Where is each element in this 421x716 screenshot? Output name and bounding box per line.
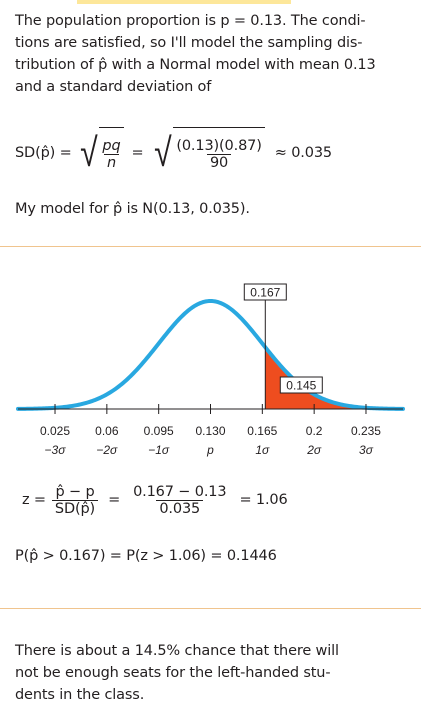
sd-formula: SD(p̂) = √ pq n = √ (0.13)(0.87) 90 ≈ 0.…	[15, 120, 332, 186]
probability-line: P(p̂ > 0.167) = P(z > 1.06) = 0.1446	[15, 548, 277, 564]
z-result: = 1.06	[239, 492, 288, 508]
sd-approx: ≈ 0.035	[274, 145, 332, 161]
intro-line-1: The population proportion is p = 0.13. T…	[15, 13, 366, 29]
observed-label-box	[243, 283, 287, 301]
z-numerator: p̂ − p	[55, 483, 95, 500]
divider-1	[0, 246, 421, 247]
z-numeric-numerator: 0.167 − 0.13	[133, 483, 227, 500]
sqrt-pq-over-n: √ pq n	[78, 127, 124, 179]
normal-curve	[16, 298, 405, 411]
conclusion-line-1: There is about a 14.5% chance that there…	[15, 643, 339, 659]
observed-label: 0.167	[250, 286, 280, 300]
z-lhs: z =	[22, 492, 46, 508]
shaded-tail-area	[265, 347, 403, 409]
radical-sign-2: √	[153, 130, 172, 176]
divider-2	[0, 608, 421, 609]
tick-sigma-label: 1σ	[255, 443, 270, 457]
z-formula: z = p̂ − p SD(p̂) = 0.167 − 0.13 0.035 =…	[22, 472, 288, 528]
tick-sigma-label: 3σ	[359, 443, 374, 457]
intro-line-3: tribution of p̂ with a Normal model with…	[15, 57, 376, 73]
numeric-denominator: 90	[206, 154, 232, 171]
intro-paragraph: The population proportion is p = 0.13. T…	[15, 10, 415, 98]
tick-value-label: 0.095	[144, 424, 174, 438]
tick-sigma-label: −2σ	[96, 443, 118, 457]
model-line: My model for p̂ is N(0.13, 0.035).	[15, 201, 250, 217]
normal-curve-chart: 0.167 0.145 0.025 −3σ 0.06 −2σ 0.095 −1σ 0.130 p 0…	[0, 264, 421, 464]
tick-value-label: 0.025	[40, 424, 70, 438]
tick-value-label: 0.165	[247, 424, 277, 438]
conclusion-line-3: dents in the class.	[15, 687, 145, 703]
tick-value-label: 0.235	[351, 424, 381, 438]
sqrt-numerator: pq	[102, 138, 121, 154]
intro-line-2: tions are satisfied, so I'll model the s…	[15, 35, 363, 51]
tick-sigma-label: 2σ	[306, 443, 322, 457]
conclusion-paragraph: There is about a 14.5% chance that there…	[15, 640, 415, 706]
normal-curve-svg: 0.167 0.145 0.025 −3σ 0.06 −2σ 0.095 −1σ 0.130 p 0…	[16, 283, 405, 457]
tick-sigma-label: −3σ	[45, 443, 67, 457]
area-label: 0.145	[286, 379, 316, 393]
numeric-numerator: (0.13)(0.87)	[176, 138, 262, 154]
top-highlight-bar	[77, 0, 291, 4]
conclusion-line-2: not be enough seats for the left-handed …	[15, 665, 331, 681]
area-label-box	[279, 376, 323, 394]
tick-sigma-label: p	[206, 443, 214, 457]
tick-value-label: 0.06	[95, 424, 119, 438]
tick-value-label: 0.2	[306, 424, 323, 438]
tick-value-label: 0.130	[195, 424, 225, 438]
radical-sign: √	[79, 130, 98, 176]
sqrt-numeric: √ (0.13)(0.87) 90	[152, 127, 265, 179]
intro-line-4: and a standard deviation of	[15, 79, 212, 95]
z-denominator: SD(p̂)	[51, 499, 99, 517]
sd-lhs: SD(p̂) =	[15, 145, 72, 161]
sd-equals: =	[131, 145, 144, 161]
z-numeric-denominator: 0.035	[156, 499, 204, 517]
sqrt-denominator: n	[103, 154, 119, 171]
tick-sigma-label: −1σ	[148, 443, 170, 457]
z-equals-1: =	[108, 492, 121, 508]
